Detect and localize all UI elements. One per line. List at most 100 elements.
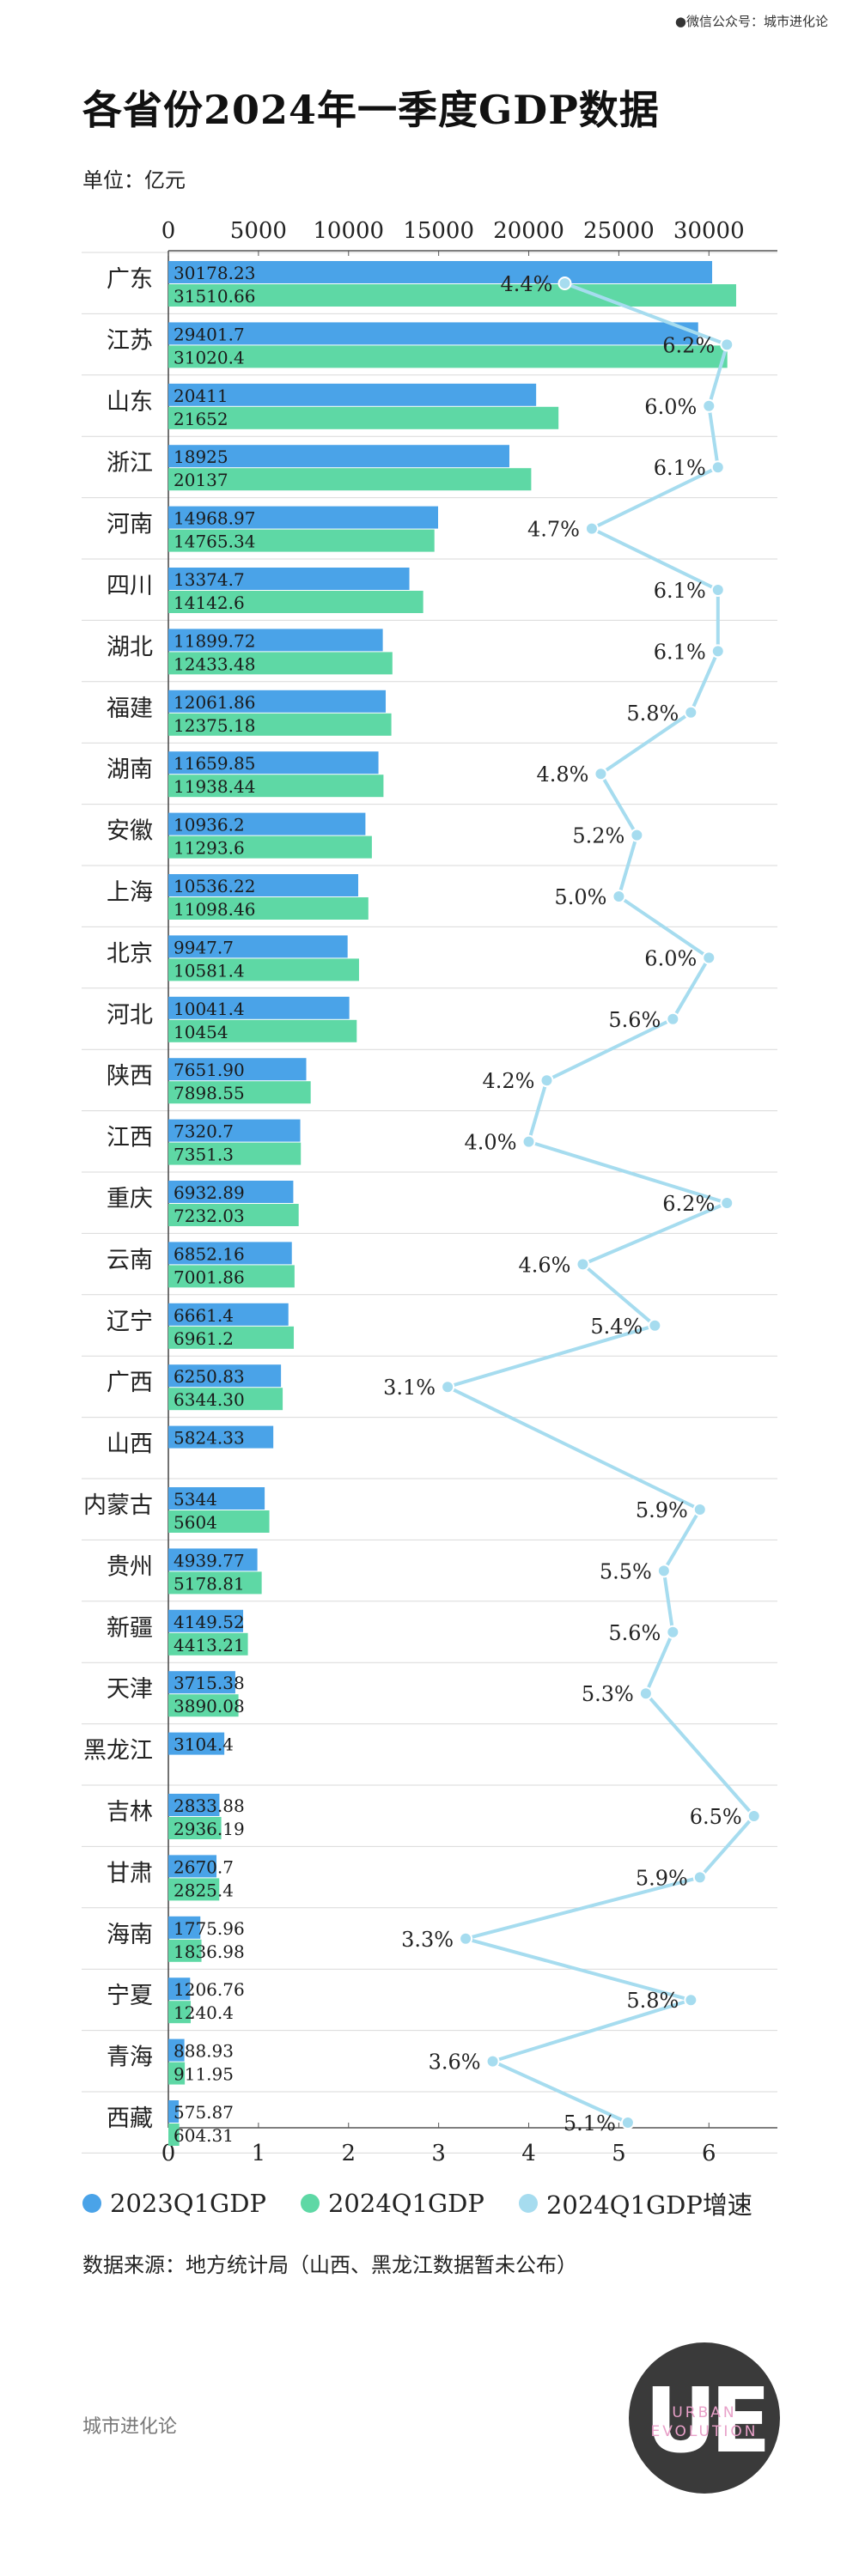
bar-2023q1 (168, 1487, 265, 1510)
growth-point (720, 1196, 734, 1210)
growth-point (557, 276, 572, 290)
growth-label: 4.0% (465, 1131, 517, 1155)
bar-label-2023q1: 10041.4 (174, 999, 245, 1019)
bar-2023q1 (168, 1303, 289, 1326)
category-label: 江西 (107, 1125, 153, 1151)
growth-point (720, 337, 734, 352)
category-label: 宁夏 (107, 1983, 153, 2009)
footer-brand: 城市进化论 (82, 2416, 178, 2438)
bar-label-2023q1: 4149.52 (174, 1612, 245, 1632)
growth-point (666, 1012, 680, 1026)
bar-label-2024q1: 31510.66 (174, 286, 255, 307)
growth-label: 6.1% (654, 456, 706, 480)
bar-2024q1 (168, 713, 392, 736)
bar-2024q1 (168, 1204, 299, 1226)
bar-2024q1 (168, 1142, 302, 1165)
bar-2024q1 (168, 1388, 283, 1411)
bar-2023q1 (168, 1364, 282, 1388)
legend-dot-2024 (300, 2194, 320, 2213)
bar-2024q1 (168, 1878, 220, 1901)
bar-label-2023q1: 4939.77 (174, 1550, 245, 1571)
bar-2024q1 (168, 2062, 186, 2085)
logo-word-urban: URBAN (672, 2404, 737, 2421)
bar-2024q1 (168, 2123, 180, 2146)
growth-label: 5.6% (608, 1621, 661, 1645)
bar-label-2023q1: 30178.23 (174, 263, 255, 283)
gdp-chart: 0 5000 10000 15000 20000 25000 30000 0 1 2 3 4 5 6 广东 3… (82, 218, 777, 2166)
bar-2024q1 (168, 406, 559, 429)
category-label: 浙江 (107, 450, 153, 477)
category-label: 辽宁 (107, 1309, 153, 1335)
category-label: 湖北 (107, 634, 153, 660)
bar-2023q1 (168, 629, 383, 652)
growth-label: 6.0% (644, 395, 697, 419)
bar-label-2023q1: 2833.88 (174, 1795, 245, 1816)
legend-dot-growth (518, 2194, 538, 2213)
bar-label-2023q1: 575.87 (174, 2102, 234, 2123)
bar-2024q1 (168, 1326, 295, 1349)
bar-2023q1 (168, 1425, 274, 1449)
bar-label-2024q1: 3890.08 (174, 1696, 245, 1716)
bar-label-2023q1: 10536.22 (174, 876, 255, 896)
bottom-axis-tick-label: 1 (252, 2141, 266, 2166)
bar-2023q1 (168, 690, 387, 713)
bar-label-2023q1: 11899.72 (174, 630, 255, 651)
bar-2024q1 (168, 1081, 311, 1104)
bar-2023q1 (168, 1978, 191, 2001)
bar-2024q1 (168, 345, 728, 368)
bar-label-2024q1: 4413.21 (174, 1635, 245, 1656)
bar-label-2023q1: 5824.33 (174, 1428, 245, 1449)
bar-label-2023q1: 18925 (174, 447, 228, 467)
growth-point (702, 398, 716, 413)
category-label: 天津 (107, 1676, 153, 1703)
bar-2023q1 (168, 1548, 258, 1571)
bar-label-2024q1: 21652 (174, 409, 228, 429)
bar-label-2024q1: 14765.34 (174, 532, 255, 552)
bar-label-2024q1: 6961.2 (174, 1328, 234, 1349)
bar-label-2023q1: 6852.16 (174, 1243, 245, 1264)
bar-2023q1 (168, 2038, 185, 2062)
legend-dot-2023 (82, 2194, 101, 2213)
bar-label-2023q1: 11659.85 (174, 753, 255, 774)
bar-label-2024q1: 2825.4 (174, 1880, 234, 1900)
category-label: 江苏 (107, 327, 153, 354)
category-label: 福建 (107, 696, 153, 722)
bar-label-2024q1: 911.95 (174, 2064, 234, 2085)
bar-label-2023q1: 29401.7 (174, 324, 245, 344)
bar-label-2023q1: 6661.4 (174, 1305, 234, 1326)
growth-label: 5.1% (564, 2111, 616, 2136)
bar-2023q1 (168, 874, 359, 896)
growth-label: 5.6% (608, 1008, 661, 1032)
category-label: 重庆 (107, 1186, 153, 1212)
category-label: 安徽 (107, 818, 153, 845)
bottom-axis-tick-label: 4 (521, 2141, 536, 2166)
growth-point (710, 583, 725, 597)
bar-label-2023q1: 3715.38 (174, 1673, 245, 1693)
growth-label: 5.9% (636, 1498, 688, 1522)
growth-point (746, 1809, 761, 1823)
growth-label: 4.2% (483, 1069, 535, 1093)
category-label: 上海 (107, 879, 153, 906)
bar-label-2024q1: 11098.46 (174, 899, 255, 920)
bottom-axis-tick-label: 6 (702, 2141, 716, 2166)
category-label: 四川 (107, 573, 153, 599)
bar-2024q1 (168, 284, 736, 307)
bar-2024q1 (168, 1019, 357, 1042)
bar-2024q1 (168, 1510, 270, 1533)
bar-label-2023q1: 5344 (174, 1489, 217, 1510)
bar-2023q1 (168, 751, 379, 775)
category-label: 内蒙古 (83, 1492, 153, 1519)
bar-2023q1 (168, 996, 350, 1019)
category-label: 广西 (107, 1370, 153, 1396)
bar-label-2024q1: 2936.19 (174, 1819, 245, 1839)
category-label: 云南 (107, 1247, 153, 1273)
bar-label-2023q1: 6250.83 (174, 1366, 245, 1387)
bar-label-2024q1: 12433.48 (174, 653, 255, 674)
bar-2023q1 (168, 1242, 292, 1265)
bar-label-2024q1: 5178.81 (174, 1573, 245, 1594)
bar-2023q1 (168, 1058, 307, 1081)
bar-2023q1 (168, 322, 698, 345)
bar-label-2024q1: 7232.03 (174, 1206, 245, 1226)
growth-label: 5.2% (572, 824, 624, 848)
bar-2023q1 (168, 1794, 220, 1816)
